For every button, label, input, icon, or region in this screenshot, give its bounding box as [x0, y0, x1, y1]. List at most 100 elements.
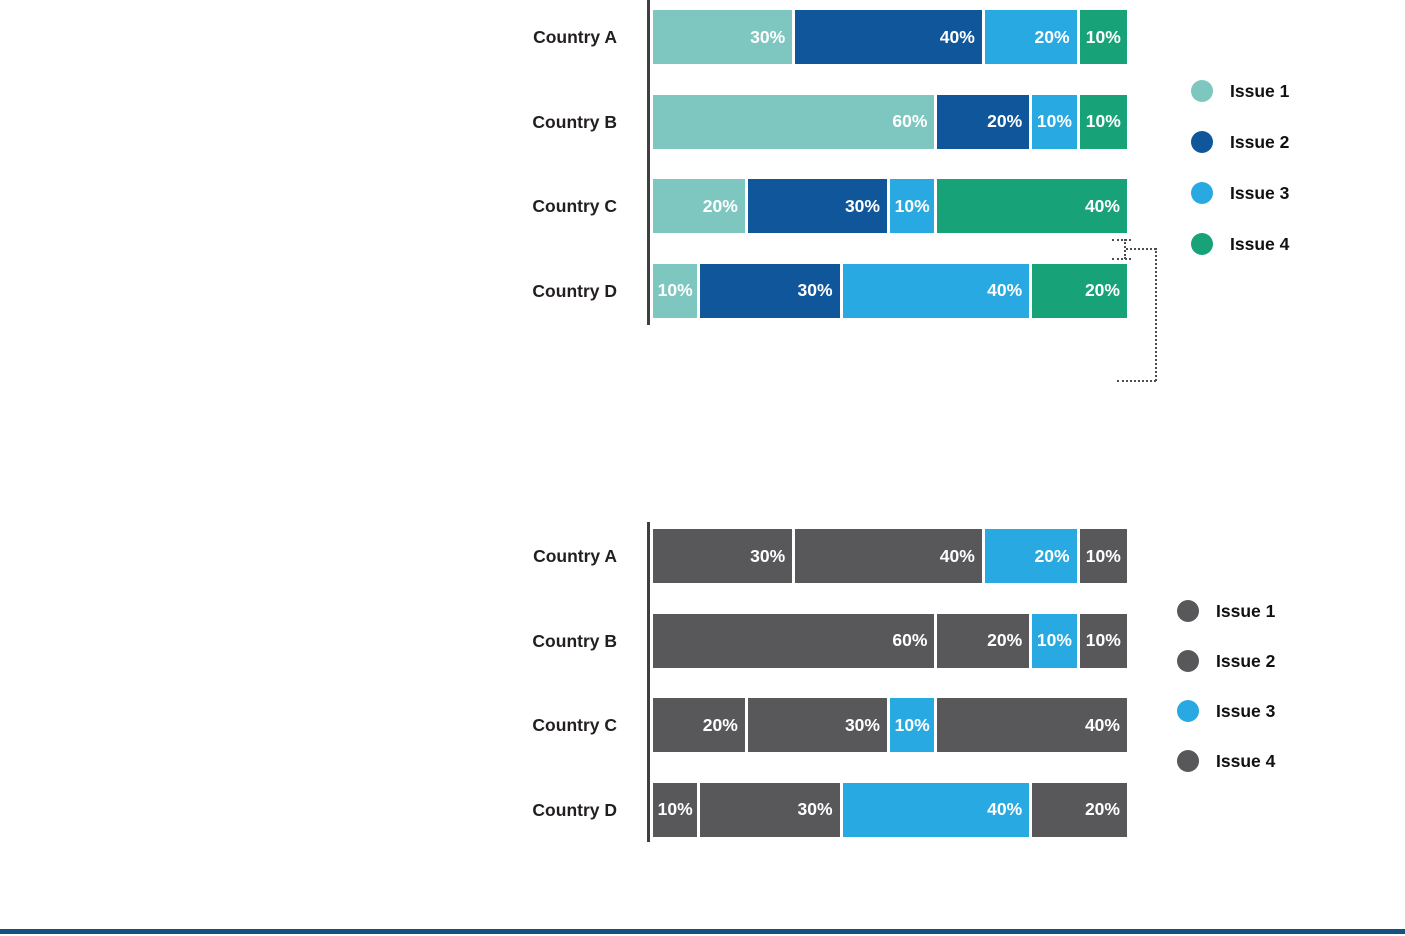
- bracket-marker-bottom-cap: [1112, 258, 1131, 260]
- legend-swatch-circle: [1191, 80, 1213, 102]
- segment-value-label: 10%: [1085, 26, 1121, 47]
- segment-value-label: 60%: [892, 630, 928, 650]
- legend-label: Issue 3: [1230, 183, 1290, 203]
- segment-value-label: 40%: [1084, 195, 1120, 216]
- legend-swatch-circle: [1191, 233, 1213, 255]
- segment-value-label: 20%: [987, 630, 1023, 650]
- legend-item: Issue 1: [1191, 80, 1289, 102]
- segment-value-label: 30%: [844, 714, 880, 735]
- stacked-bar: 20% 30% 10% 40%: [653, 179, 1127, 233]
- bar-segment: 30%: [747, 698, 890, 752]
- segment-value-label: 40%: [939, 545, 975, 566]
- category-label: Country B: [532, 111, 617, 132]
- bar-segment: 20%: [937, 94, 1033, 149]
- chart-row: Country A 30% 40% 20% 10%: [420, 529, 1127, 583]
- segment-value-label: 10%: [1036, 630, 1072, 650]
- bar-segment: 40%: [842, 263, 1033, 318]
- category-label: Country C: [532, 196, 617, 216]
- chart-row: Country B 60% 20% 10% 10%: [420, 94, 1127, 149]
- bar-segment: 10%: [889, 698, 938, 752]
- segment-value-label: 10%: [657, 280, 693, 300]
- legend-swatch-circle: [1177, 750, 1199, 772]
- bottom-chart-axis-line: [647, 522, 650, 842]
- legend-label: Issue 4: [1230, 234, 1290, 254]
- category-label: Country C: [532, 715, 617, 735]
- segment-value-label: 10%: [1036, 111, 1072, 131]
- bar-segment: 20%: [653, 698, 748, 752]
- legend-item: Issue 2: [1191, 131, 1289, 153]
- segment-value-label: 20%: [1084, 799, 1120, 819]
- bar-segment: 30%: [747, 179, 890, 233]
- legend-label: Issue 2: [1216, 651, 1276, 671]
- category-label: Country D: [532, 280, 617, 301]
- chart-row: Country B 60% 20% 10% 10%: [420, 613, 1127, 668]
- bar-segment: 40%: [937, 179, 1127, 233]
- bar-segment: 10%: [653, 782, 701, 837]
- bar-segment: 20%: [1032, 263, 1127, 318]
- bar-segment: 10%: [1079, 10, 1127, 64]
- segment-value-label: 40%: [939, 26, 975, 47]
- legend-item: Issue 3: [1191, 182, 1289, 204]
- legend-label: Issue 2: [1230, 132, 1290, 152]
- segment-value-label: 30%: [797, 799, 833, 819]
- segment-value-label: 10%: [1085, 630, 1121, 650]
- segment-value-label: 20%: [702, 195, 738, 216]
- chart-row: Country A 30% 40% 20% 10%: [420, 10, 1127, 64]
- stacked-bar: 60% 20% 10% 10%: [653, 613, 1127, 668]
- category-label: Country A: [533, 27, 617, 47]
- segment-value-label: 60%: [892, 111, 928, 131]
- bar-segment: 10%: [1032, 94, 1080, 149]
- footer-rule: [0, 929, 1405, 934]
- stacked-bar: 10% 30% 40% 20%: [653, 263, 1127, 318]
- top-chart-axis-line: [647, 0, 650, 325]
- bar-segment: 40%: [795, 10, 985, 64]
- legend-swatch-circle: [1177, 600, 1199, 622]
- bar-segment: 60%: [653, 94, 938, 149]
- bar-segment: 20%: [984, 529, 1080, 583]
- segment-value-label: 30%: [750, 545, 786, 566]
- bar-segment: 10%: [1032, 613, 1080, 668]
- legend-label: Issue 1: [1230, 81, 1290, 101]
- legend-item: Issue 4: [1191, 233, 1289, 255]
- legend-item: Issue 2: [1177, 650, 1275, 672]
- bracket-connector-side: [1155, 248, 1157, 381]
- bottom-stacked-bar-chart: Country A 30% 40% 20% 10% Country B 60% 20% 10% 1…: [420, 529, 1127, 837]
- segment-value-label: 30%: [750, 26, 786, 47]
- bar-segment: 10%: [653, 263, 701, 318]
- segment-value-label: 10%: [1085, 545, 1121, 566]
- bar-segment: 30%: [700, 782, 843, 837]
- bar-segment: 10%: [1079, 529, 1127, 583]
- bracket-marker-stem: [1124, 239, 1126, 259]
- segment-value-label: 20%: [987, 111, 1023, 131]
- legend-label: Issue 3: [1216, 701, 1276, 721]
- stacked-bar: 10% 30% 40% 20%: [653, 782, 1127, 837]
- bar-segment: 30%: [653, 529, 796, 583]
- category-label: Country A: [533, 546, 617, 566]
- segment-value-label: 10%: [1085, 111, 1121, 131]
- legend-label: Issue 1: [1216, 601, 1276, 621]
- legend-label: Issue 4: [1216, 751, 1276, 771]
- legend-swatch-circle: [1191, 182, 1213, 204]
- bar-segment: 20%: [653, 179, 748, 233]
- bracket-marker-top-cap: [1112, 239, 1131, 241]
- legend-item: Issue 4: [1177, 750, 1275, 772]
- legend-swatch-circle: [1191, 131, 1213, 153]
- bracket-connector-bottom: [1117, 380, 1156, 382]
- bar-segment: 10%: [1079, 613, 1127, 668]
- chart-row: Country D 10% 30% 40% 20%: [420, 782, 1127, 837]
- segment-value-label: 40%: [987, 799, 1023, 819]
- segment-value-label: 30%: [797, 280, 833, 300]
- bar-segment: 40%: [795, 529, 985, 583]
- bar-segment: 10%: [1079, 94, 1127, 149]
- bar-segment: 20%: [937, 613, 1033, 668]
- segment-value-label: 20%: [1084, 280, 1120, 300]
- segment-value-label: 20%: [702, 714, 738, 735]
- bar-segment: 10%: [889, 179, 938, 233]
- bar-segment: 60%: [653, 613, 938, 668]
- bar-segment: 30%: [700, 263, 843, 318]
- bar-segment: 20%: [1032, 782, 1127, 837]
- bar-segment: 40%: [842, 782, 1033, 837]
- segment-value-label: 10%: [894, 195, 930, 216]
- chart-row: Country D 10% 30% 40% 20%: [420, 263, 1127, 318]
- segment-value-label: 10%: [657, 799, 693, 819]
